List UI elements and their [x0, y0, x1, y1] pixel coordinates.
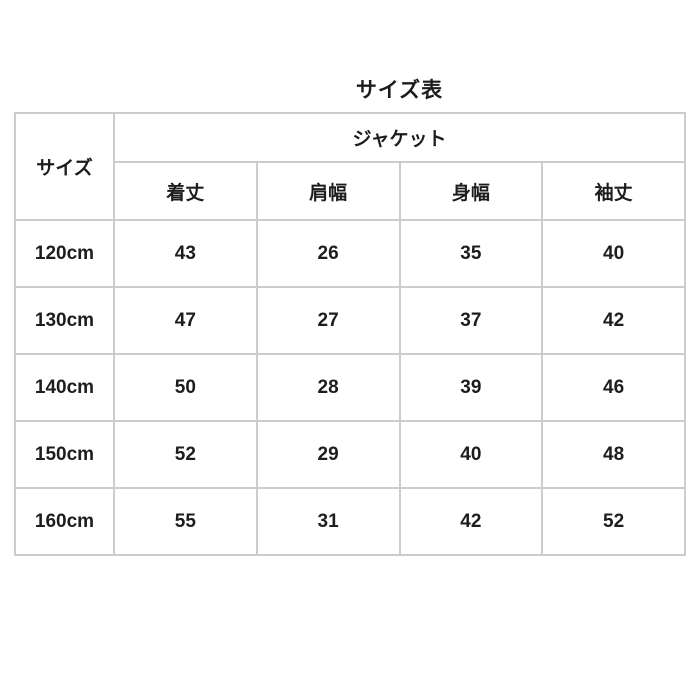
table-cell: 47	[113, 286, 258, 355]
row-header-size: 160cm	[14, 487, 115, 556]
table-row: 160cm 55 31 42 52	[14, 487, 686, 556]
table-cell: 40	[398, 420, 544, 489]
corner-header-size: サイズ	[14, 112, 115, 221]
table-cell: 28	[255, 353, 401, 422]
size-table: サイズ ジャケット 着丈 肩幅 身幅 袖丈 120cm 43 26 35 40 …	[14, 112, 686, 556]
table-cell: 50	[113, 353, 258, 422]
table-cell: 42	[398, 487, 544, 556]
table-cell: 35	[398, 219, 544, 288]
row-header-size: 150cm	[14, 420, 115, 489]
table-row: 140cm 50 28 39 46	[14, 353, 686, 422]
group-header-jacket: ジャケット	[113, 112, 686, 163]
table-cell: 55	[113, 487, 258, 556]
table-cell: 37	[398, 286, 544, 355]
header-row-measures: 着丈 肩幅 身幅 袖丈	[15, 161, 686, 221]
table-cell: 26	[255, 219, 401, 288]
header-row-group: サイズ ジャケット	[14, 112, 686, 221]
table-cell: 42	[541, 286, 686, 355]
table-cell: 48	[541, 420, 686, 489]
table-cell: 27	[255, 286, 401, 355]
table-row: 150cm 52 29 40 48	[14, 420, 686, 489]
row-header-size: 120cm	[14, 219, 115, 288]
table-cell: 52	[541, 487, 686, 556]
table-cell: 52	[113, 420, 258, 489]
column-header-length: 着丈	[113, 161, 258, 221]
column-header-body-width: 身幅	[398, 161, 544, 221]
table-cell: 46	[541, 353, 686, 422]
row-header-size: 140cm	[14, 353, 115, 422]
table-cell: 31	[255, 487, 401, 556]
page-title: サイズ表	[355, 79, 444, 102]
table-cell: 40	[541, 219, 686, 288]
table-row: 130cm 47 27 37 42	[14, 286, 686, 355]
column-header-sleeve-length: 袖丈	[541, 161, 686, 221]
row-header-size: 130cm	[14, 286, 115, 355]
table-cell: 43	[113, 219, 258, 288]
table-row: 120cm 43 26 35 40	[14, 219, 686, 288]
table-cell: 29	[255, 420, 401, 489]
column-header-shoulder-width: 肩幅	[255, 161, 401, 221]
table-cell: 39	[398, 353, 544, 422]
